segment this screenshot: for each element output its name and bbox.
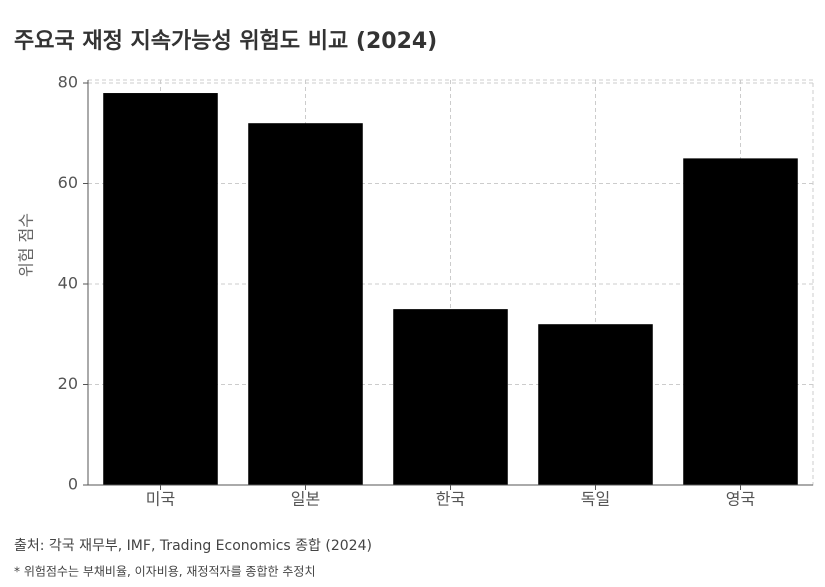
- x-tick-label: 일본: [291, 490, 320, 509]
- source: 출처: 각국 재무부, IMF, Trading Economics 종합 (2…: [14, 538, 372, 554]
- bar: [683, 158, 798, 485]
- y-tick-label: 60: [58, 173, 78, 192]
- y-tick-label: 20: [58, 374, 78, 393]
- bar: [248, 123, 363, 485]
- x-tick-label: 독일: [581, 490, 610, 509]
- x-tick-label: 미국: [146, 490, 175, 509]
- y-tick-label: 0: [68, 475, 78, 494]
- y-tick-label: 80: [58, 73, 78, 92]
- note: * 위험점수는 부채비율, 이자비용, 재정적자를 종합한 추정치: [14, 565, 315, 579]
- bar: [103, 93, 218, 486]
- y-axis-label: 위험 점수: [17, 213, 36, 277]
- chart-title: 주요국 재정 지속가능성 위험도 비교 (2024): [14, 28, 437, 54]
- bar: [538, 324, 653, 485]
- y-tick-label: 40: [58, 274, 78, 293]
- x-tick-label: 영국: [726, 490, 755, 509]
- x-tick-label: 한국: [436, 490, 465, 509]
- bar: [393, 309, 508, 485]
